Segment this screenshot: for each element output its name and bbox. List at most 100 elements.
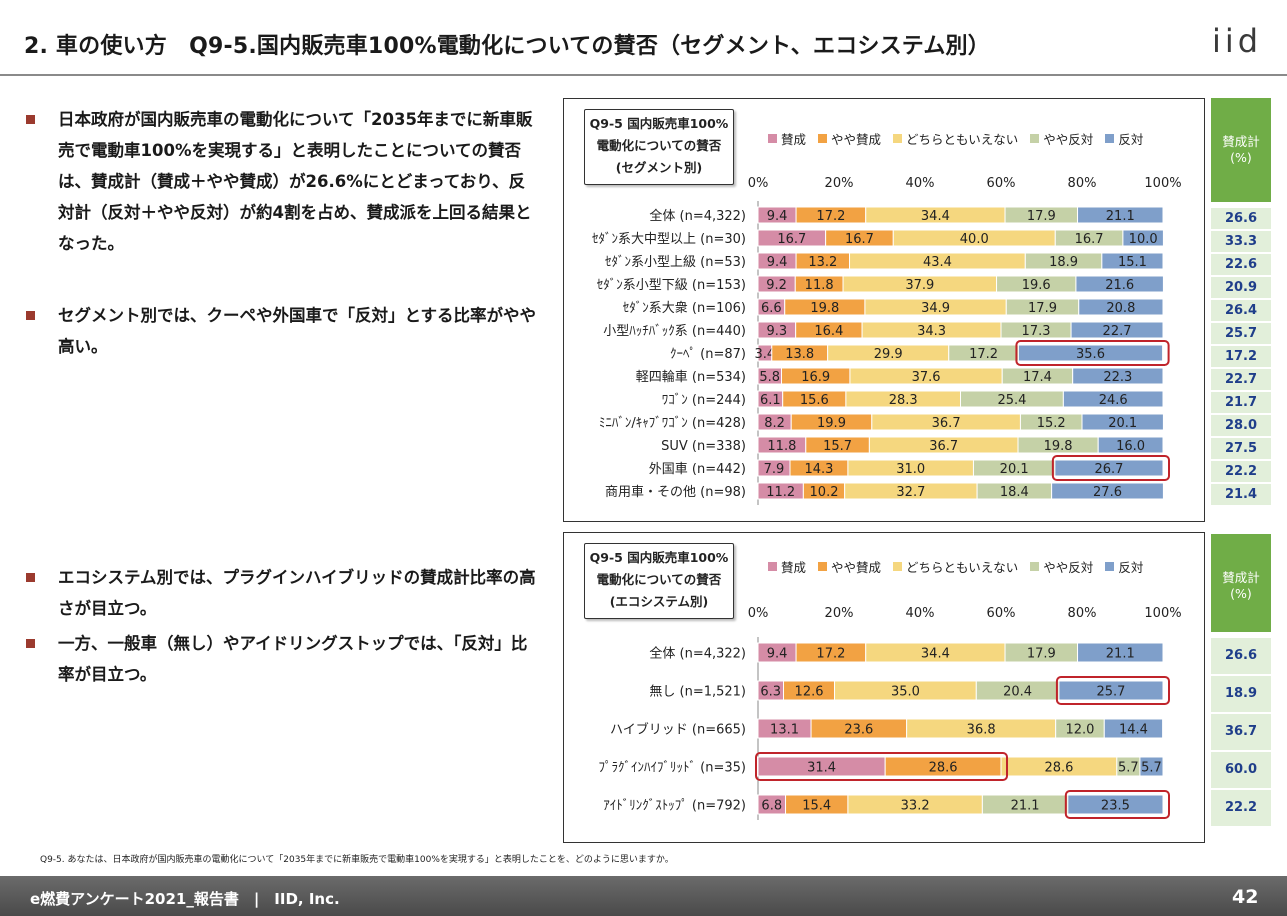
legend-item: やや賛成 <box>818 557 881 576</box>
bar-segment <box>1139 756 1164 777</box>
legend-swatch <box>1105 134 1115 143</box>
data-label: 5.7 <box>1118 761 1139 776</box>
category-label: ｱｲﾄﾞﾘﾝｸﾞｽﾄｯﾌﾟ (n=792) <box>603 799 746 814</box>
data-label: 35.0 <box>891 685 920 700</box>
sum-value-cell: 21.4 <box>1211 484 1271 505</box>
bullet-ecosystem: エコシステム別では、プラグインハイブリッドの賛成計比率の高さが目立つ。 <box>26 562 536 624</box>
x-tick-label: 0% <box>748 176 769 191</box>
category-label: SUV (n=338) <box>661 439 746 454</box>
data-label: 11.2 <box>766 485 795 500</box>
iid-logo: iid <box>1212 22 1263 60</box>
x-tick-label: 20% <box>825 176 854 191</box>
data-label: 11.8 <box>767 439 796 454</box>
category-label: 商用車・その他 (n=98) <box>605 485 746 500</box>
legend-swatch <box>768 562 777 571</box>
bar-segment <box>1070 321 1164 339</box>
slide-footer: e燃費アンケート2021_報告書 | IID, Inc. 42 <box>0 876 1287 916</box>
legend-label: どちらともいえない <box>906 132 1019 147</box>
bar-segment <box>1017 344 1164 362</box>
bullet-text: エコシステム別では、プラグインハイブリッドの賛成計比率の高さが目立つ。 <box>58 568 536 618</box>
bar-segment <box>1058 680 1164 701</box>
data-label: 15.2 <box>1037 416 1066 431</box>
sum-value-cell: 36.7 <box>1211 714 1271 750</box>
sum-value-cell: 60.0 <box>1211 752 1271 788</box>
x-tick-label: 40% <box>906 176 935 191</box>
data-label: 28.6 <box>929 761 958 776</box>
legend-label: 反対 <box>1118 132 1144 147</box>
data-label: 15.6 <box>800 393 829 408</box>
chart-legend: 賛成 やや賛成 どちらともいえない やや反対 反対 <box>768 129 1143 148</box>
chart-title-line: Q9-5 国内販売車100% <box>589 550 729 565</box>
category-label: ｾﾀﾞﾝ系小型上級 (n=53) <box>605 255 746 270</box>
legend-item: 賛成 <box>768 129 806 148</box>
bar-segment <box>1051 482 1164 500</box>
data-label: 28.6 <box>1044 761 1073 776</box>
legend-item: 賛成 <box>768 557 806 576</box>
category-label: ﾜｺﾞﾝ (n=244) <box>662 393 746 408</box>
bullet-square-icon <box>26 573 35 582</box>
category-label: ｾﾀﾞﾝ系大中型以上 (n=30) <box>592 232 746 247</box>
sum-header: 賛成計 (%) <box>1211 98 1271 202</box>
sum-value-cell: 22.2 <box>1211 461 1271 482</box>
data-label: 6.3 <box>760 685 781 700</box>
category-label: 無し (n=1,521) <box>649 685 746 700</box>
legend-item: どちらともいえない <box>893 129 1018 148</box>
category-label: 軽四輪車 (n=534) <box>636 369 746 385</box>
legend-label: 賛成 <box>781 560 807 575</box>
highlight-box <box>1055 676 1171 705</box>
data-label: 20.8 <box>1106 301 1135 316</box>
data-label: 21.1 <box>1106 647 1135 662</box>
data-label: 9.2 <box>766 278 787 293</box>
data-label: 29.9 <box>874 347 903 362</box>
data-label: 11.8 <box>805 278 834 293</box>
legend-item: やや反対 <box>1030 129 1093 148</box>
x-tick-label: 80% <box>1068 606 1097 621</box>
bullet-text: 日本政府が国内販売車の電動化について「2035年までに新車販売で電動車100%を… <box>58 110 533 253</box>
data-label: 23.5 <box>1101 799 1130 814</box>
data-label: 10.2 <box>810 485 839 500</box>
legend-swatch <box>893 134 903 143</box>
data-label: 16.7 <box>777 232 806 247</box>
chart-title-box: Q9-5 国内販売車100% 電動化についての賛否 (エコシステム別) <box>584 543 734 619</box>
sum-value-cell: 26.6 <box>1211 208 1271 229</box>
sum-value-cell: 26.4 <box>1211 300 1271 321</box>
data-label: 36.8 <box>967 723 996 738</box>
bar-segment <box>1101 252 1164 270</box>
category-label: 全体 (n=4,322) <box>649 208 746 224</box>
legend-label: 反対 <box>1118 560 1144 575</box>
data-label: 23.6 <box>844 723 873 738</box>
data-label: 33.2 <box>901 799 930 814</box>
data-label: 18.4 <box>1000 485 1029 500</box>
data-label: 15.7 <box>823 439 852 454</box>
data-label: 8.2 <box>764 416 785 431</box>
data-label: 7.9 <box>764 462 785 477</box>
legend-label: やや賛成 <box>831 132 882 147</box>
data-label: 16.0 <box>1116 439 1145 454</box>
bullet-square-icon <box>26 311 35 320</box>
data-label: 17.9 <box>1028 301 1057 316</box>
data-label: 17.4 <box>1023 370 1052 385</box>
bullet-text: セグメント別では、クーペや外国車で「反対」とする比率がやや高い。 <box>58 306 537 356</box>
data-label: 25.4 <box>997 393 1026 408</box>
data-label: 16.9 <box>801 370 830 385</box>
sum-value-cell: 27.5 <box>1211 438 1271 459</box>
legend-label: やや反対 <box>1043 560 1094 575</box>
bar-segment <box>1103 718 1164 739</box>
data-label: 36.7 <box>929 439 958 454</box>
category-label: ｸｰﾍﾟ (n=87) <box>670 347 746 362</box>
data-label: 34.4 <box>921 647 950 662</box>
chart-title-line: 電動化についての賛否 <box>596 572 722 587</box>
category-label: ハイブリッド (n=665) <box>610 722 746 738</box>
data-label: 9.4 <box>767 647 788 662</box>
sum-value-cell: 22.7 <box>1211 369 1271 390</box>
category-label: 外国車 (n=442) <box>649 462 746 477</box>
data-label: 13.1 <box>770 723 799 738</box>
data-label: 31.0 <box>896 462 925 477</box>
bullet-square-icon <box>26 115 35 124</box>
chart-legend: 賛成 やや賛成 どちらともいえない やや反対 反対 <box>768 557 1143 576</box>
bullet-ecosystem-opposition: 一方、一般車（無し）やアイドリングストップでは、「反対」比率が目立つ。 <box>26 628 536 690</box>
sum-value-cell: 18.9 <box>1211 676 1271 712</box>
sum-header: 賛成計 (%) <box>1211 534 1271 632</box>
legend-swatch <box>768 134 777 143</box>
data-label: 37.6 <box>912 370 941 385</box>
